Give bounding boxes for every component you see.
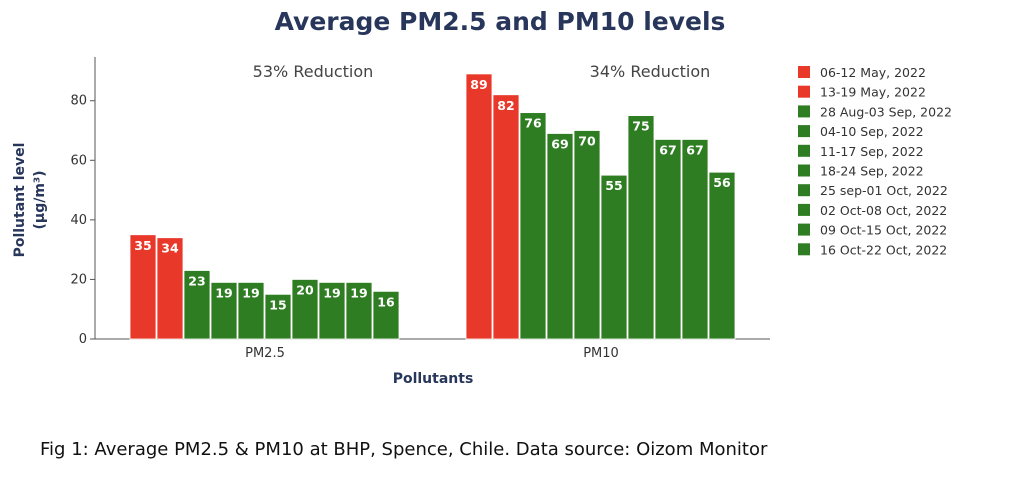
legend-swatch — [798, 164, 810, 177]
legend-swatch — [798, 223, 810, 236]
legend-item-label: 18-24 Sep, 2022 — [820, 164, 924, 179]
bar — [519, 112, 547, 340]
bar-value-label: 76 — [524, 116, 542, 131]
y-tick-label: 40 — [70, 213, 87, 228]
x-tick-label: PM10 — [583, 346, 619, 361]
reduction-annotation: 53% Reduction — [253, 62, 374, 81]
bar-value-label: 67 — [659, 142, 676, 157]
bar — [600, 174, 628, 340]
bar-value-label: 69 — [551, 136, 568, 151]
legend-item-label: 13-19 May, 2022 — [820, 85, 926, 100]
legend: 06-12 May, 2022 13-19 May, 2022 28 Aug-03 … — [798, 65, 952, 257]
y-axis-label: Pollutant level — [12, 143, 28, 258]
bar — [681, 139, 709, 340]
bar — [627, 115, 655, 340]
bar-value-label: 75 — [632, 119, 649, 134]
legend-item-label: 04-10 Sep, 2022 — [820, 124, 924, 139]
bar — [708, 171, 736, 340]
bar — [264, 293, 292, 340]
figure-caption: Fig 1: Average PM2.5 & PM10 at BHP, Spen… — [40, 439, 768, 460]
legend-swatch — [798, 144, 810, 157]
bar-value-label: 67 — [686, 142, 703, 157]
bar-value-label: 82 — [497, 98, 514, 113]
bar — [183, 270, 211, 340]
plot-area: 0 20 40 60 80 35 34 23 19 19 15 20 19 19 16 PM2.5 53% Re… — [70, 57, 770, 361]
legend-swatch — [798, 105, 810, 118]
bar — [372, 290, 400, 340]
legend-item-label: 28 Aug-03 Sep, 2022 — [820, 104, 952, 119]
legend-item-label: 09 Oct-15 Oct, 2022 — [820, 223, 947, 238]
legend-item-label: 11-17 Sep, 2022 — [820, 144, 924, 159]
legend-item-label: 16 Oct-22 Oct, 2022 — [820, 242, 947, 257]
bar — [465, 73, 493, 340]
y-axis-unit: (µg/m³) — [32, 171, 48, 230]
y-tick-label: 20 — [70, 272, 87, 287]
bar — [345, 282, 373, 340]
bar-value-label: 70 — [578, 134, 596, 149]
bar — [210, 282, 238, 340]
bar-value-label: 20 — [296, 282, 314, 297]
legend-swatch — [798, 243, 810, 256]
bar — [318, 282, 346, 340]
bar-value-label: 89 — [470, 77, 487, 92]
y-tick-label: 60 — [70, 153, 87, 168]
legend-swatch — [798, 85, 810, 98]
bar-value-label: 16 — [377, 294, 395, 309]
x-tick-label: PM2.5 — [245, 346, 285, 361]
bar-value-label: 34 — [161, 241, 179, 256]
bar-value-label: 55 — [605, 178, 622, 193]
legend-swatch — [798, 184, 810, 197]
bar — [573, 130, 601, 340]
bar — [492, 94, 520, 340]
bar-value-label: 19 — [242, 285, 259, 300]
bar — [546, 133, 574, 340]
bar-value-label: 19 — [323, 285, 340, 300]
legend-item-label: 25 sep-01 Oct, 2022 — [820, 183, 948, 198]
legend-item-label: 06-12 May, 2022 — [820, 65, 926, 80]
legend-swatch — [798, 66, 810, 78]
bar — [129, 234, 157, 340]
bar — [654, 139, 682, 340]
bar-value-label: 35 — [134, 238, 151, 253]
legend-swatch — [798, 125, 810, 138]
y-tick-label: 0 — [79, 332, 87, 347]
legend-item-label: 02 Oct-08 Oct, 2022 — [820, 203, 947, 218]
bar-value-label: 23 — [188, 273, 205, 288]
bar-value-label: 19 — [215, 285, 232, 300]
bar-value-label: 19 — [350, 285, 367, 300]
bar — [237, 282, 265, 340]
bar — [156, 237, 184, 340]
y-tick-label: 80 — [70, 94, 87, 109]
legend-swatch — [798, 203, 810, 216]
bar-value-label: 56 — [713, 175, 731, 190]
x-axis-label: Pollutants — [393, 371, 474, 387]
reduction-annotation: 34% Reduction — [590, 62, 711, 81]
bar-value-label: 15 — [269, 297, 286, 312]
bar — [291, 279, 319, 340]
chart-title: Average PM2.5 and PM10 levels — [275, 7, 726, 36]
